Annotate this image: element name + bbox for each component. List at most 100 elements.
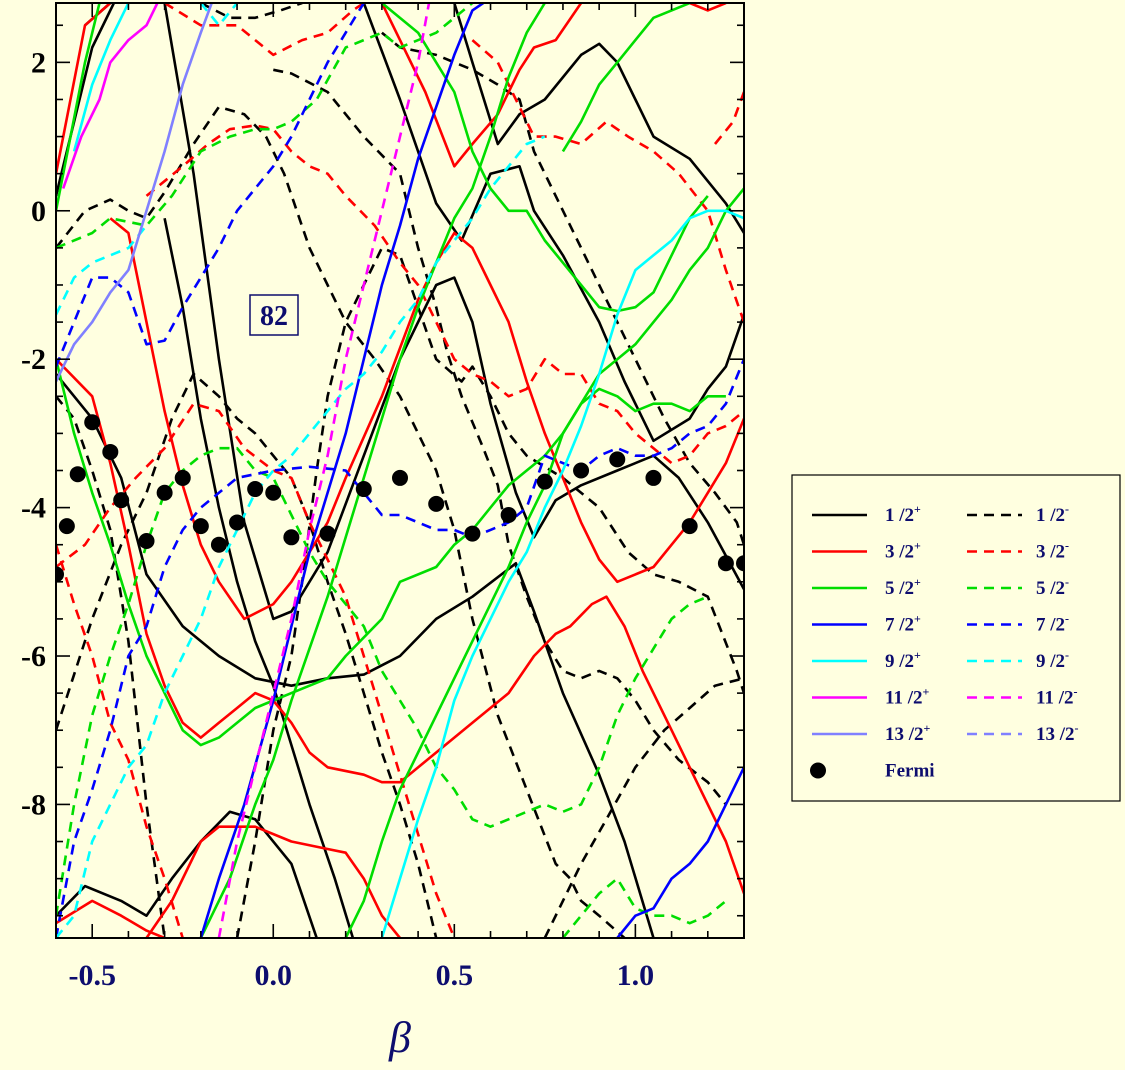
legend-label-num: 7 [885, 615, 895, 636]
series-line-3m2p-22 [689, 3, 727, 12]
y-tick-label: -6 [21, 640, 46, 673]
series-line-3m2--26 [163, 3, 365, 57]
fermi-point [69, 466, 86, 483]
legend-label: 13 /2- [1036, 721, 1079, 745]
fermi-point [500, 507, 517, 524]
series-line-9m2--44 [56, 224, 148, 316]
legend-label-parity: + [924, 721, 931, 735]
fermi-point [319, 525, 336, 542]
series-line-1m2--8 [56, 395, 166, 938]
legend-label: 5 /2+ [885, 575, 921, 599]
legend-label-parity: - [1065, 648, 1069, 662]
legend-label-num: 1 [1036, 505, 1046, 526]
legend-label-parity: - [1065, 612, 1069, 626]
legend-label-num: 11 [885, 688, 903, 709]
series-line-3m2p-17 [56, 358, 744, 894]
y-tick-label: -8 [21, 788, 46, 821]
legend-label-den: /2 [1046, 651, 1066, 672]
series-line-7m2p-39 [616, 766, 744, 938]
series-line-3m2--23 [56, 544, 184, 938]
series-line-1m2p-4 [163, 3, 744, 621]
legend-label-den: /2 [895, 651, 915, 672]
legend-box [791, 474, 1121, 802]
legend-label: 3 /2+ [885, 539, 921, 563]
legend-label-parity: + [914, 575, 921, 589]
fermi-point [464, 525, 481, 542]
x-tick-label: 1.0 [617, 959, 655, 992]
legend-label-num: 5 [885, 578, 895, 599]
legend-label-parity: - [1065, 539, 1069, 553]
x-tick-labels: -0.5 0.0 0.5 1.0 [68, 959, 654, 992]
series-line-9m2--46 [199, 3, 239, 27]
fermi-point [138, 532, 155, 549]
series-line-5m2p-34 [561, 3, 691, 153]
fermi-point [56, 566, 64, 583]
legend-label-den: /2 [1046, 578, 1066, 599]
legend-label-den: /2 [895, 615, 915, 636]
legend-label-den: /2 [903, 688, 923, 709]
series-line-1m2--9 [56, 372, 438, 938]
series-line-1m2p-0 [56, 373, 655, 938]
legend-label-parity: - [1075, 721, 1079, 735]
y-tick-label: -2 [21, 343, 46, 376]
magic-number-box [249, 294, 299, 336]
y-tick-label: -4 [21, 492, 46, 525]
legend-label-den: /2 [895, 542, 915, 563]
legend-fermi-label: Fermi [885, 761, 935, 782]
fermi-point [428, 495, 445, 512]
series-group [56, 3, 744, 938]
legend-label-den: /2 [895, 505, 915, 526]
legend-label-den: /2 [904, 724, 924, 745]
fermi-point [681, 518, 698, 535]
fermi-point [573, 462, 590, 479]
series-line-3m2p-21 [380, 3, 583, 168]
series-line-1m2--10 [56, 105, 626, 938]
series-line-5m2p-30 [56, 358, 726, 747]
legend-label: 1 /2- [1036, 502, 1069, 526]
legend-label-parity: + [922, 685, 929, 699]
legend-label-num: 9 [885, 651, 895, 672]
legend-label-den: /2 [1046, 505, 1066, 526]
legend-label-num: 13 [1036, 724, 1055, 745]
fermi-point [113, 492, 130, 509]
legend-label-parity: - [1073, 685, 1077, 699]
fermi-point [265, 484, 282, 501]
magic-number-label: 82 [260, 301, 288, 332]
legend-label-num: 9 [1036, 651, 1046, 672]
legend-label: 13 /2+ [885, 721, 931, 745]
y-tick-label: 0 [31, 195, 46, 228]
legend-label-num: 13 [885, 724, 904, 745]
series-line-1m2p-1 [56, 810, 318, 938]
series-line-7m2--40 [56, 3, 365, 368]
series-line-3m2--25 [145, 124, 744, 465]
series-line-1m2p-5 [362, 3, 744, 443]
series-line-3m2--24 [56, 402, 456, 938]
x-tick-label: 0.0 [255, 959, 293, 992]
series-line-5m2p-32 [344, 187, 744, 938]
fermi-point [58, 518, 75, 535]
fermi-point [247, 481, 264, 498]
axis-ticks [55, 3, 745, 938]
fermi-point [156, 484, 173, 501]
legend-label: 1 /2+ [885, 502, 921, 526]
legend-label-den: /2 [1054, 688, 1074, 709]
legend-label-num: 5 [1036, 578, 1046, 599]
series-line-1m2p-6 [453, 3, 744, 234]
fermi-point [210, 536, 227, 553]
series-line-9m2p-43 [380, 209, 744, 938]
series-line-3m2p-19 [145, 825, 402, 938]
legend-label-parity: + [914, 539, 921, 553]
series-line-13m2p-49 [56, 3, 213, 383]
fermi-point [645, 469, 662, 486]
legend-label: 3 /2- [1036, 539, 1069, 563]
series-line-1m2--14 [543, 677, 744, 938]
legend-label-num: 3 [1036, 542, 1046, 563]
series-line-9m2p-42 [72, 3, 130, 152]
series-line-5m2--36 [56, 3, 474, 250]
fermi-point [283, 529, 300, 546]
y-tick-labels: 2 0 -2 -4 -6 -8 [21, 46, 46, 821]
y-tick-label: 2 [31, 46, 46, 79]
legend-label-den: /2 [1046, 542, 1066, 563]
legend-label-num: 1 [885, 505, 895, 526]
legend-label-parity: - [1065, 502, 1069, 516]
